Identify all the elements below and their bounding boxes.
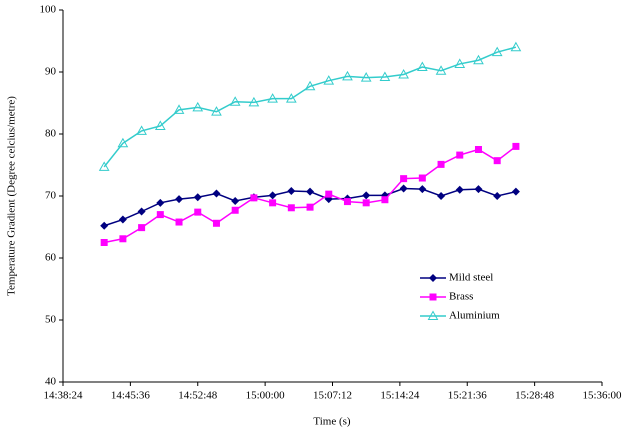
y-tick-label: 60 — [45, 252, 57, 264]
point — [231, 206, 239, 214]
point — [267, 93, 278, 103]
point — [285, 93, 297, 103]
point — [100, 239, 108, 246]
point — [455, 185, 464, 194]
point — [437, 192, 446, 200]
point — [418, 174, 426, 182]
point — [154, 120, 166, 130]
point — [399, 184, 408, 193]
point — [474, 146, 482, 153]
point — [454, 58, 466, 68]
point — [362, 191, 371, 200]
point — [400, 175, 408, 183]
point — [98, 161, 110, 171]
point — [212, 219, 220, 227]
point — [173, 104, 185, 114]
y-tick-label: 80 — [45, 128, 57, 140]
point — [156, 198, 165, 207]
point — [100, 221, 109, 230]
legend-marker — [429, 274, 437, 282]
point — [175, 218, 183, 226]
point — [212, 189, 221, 198]
x-tick-label: 14:45:36 — [111, 390, 151, 402]
y-tick-label: 50 — [45, 314, 57, 326]
point — [511, 187, 520, 196]
point — [360, 72, 372, 82]
x-axis-label: Time (s) — [313, 416, 351, 428]
point — [491, 46, 503, 57]
legend-marker — [427, 310, 439, 320]
point — [175, 195, 184, 204]
point — [287, 187, 296, 196]
x-tick-label: 15:07:12 — [313, 390, 352, 402]
point — [194, 208, 202, 216]
legend-box — [415, 264, 497, 332]
point — [156, 211, 164, 219]
y-tick-label: 100 — [40, 4, 57, 16]
x-tick-label: 15:36:00 — [582, 390, 622, 402]
point — [474, 185, 483, 194]
point — [342, 70, 353, 81]
legend-label: Brass — [449, 291, 473, 303]
point — [493, 192, 502, 200]
point — [323, 75, 335, 85]
point — [119, 235, 127, 243]
x-tick-label: 15:28:48 — [515, 390, 555, 402]
point — [118, 215, 127, 224]
point — [398, 68, 409, 79]
point — [381, 196, 389, 204]
point — [268, 191, 277, 200]
point — [192, 101, 204, 112]
point — [269, 199, 277, 207]
point — [136, 125, 147, 135]
point — [306, 187, 315, 196]
point — [211, 106, 222, 116]
point — [510, 41, 522, 52]
point — [306, 203, 314, 211]
point — [416, 61, 428, 72]
y-tick-label: 40 — [45, 376, 57, 388]
legend-marker — [429, 293, 437, 301]
y-tick-label: 90 — [45, 66, 57, 78]
x-tick-label: 15:14:24 — [380, 390, 420, 402]
point — [325, 190, 333, 198]
point — [493, 157, 501, 165]
y-axis-label: Temperature Gradient (Degree celcius/met… — [6, 96, 18, 296]
point — [435, 65, 447, 75]
point — [512, 142, 520, 150]
point — [456, 151, 464, 159]
point — [287, 204, 295, 212]
series-line — [103, 46, 517, 168]
point — [418, 185, 427, 194]
point — [229, 96, 241, 106]
point — [304, 80, 316, 91]
point — [117, 137, 129, 148]
point — [137, 207, 146, 216]
point — [193, 193, 202, 202]
x-tick-label: 15:00:00 — [246, 390, 286, 402]
point — [250, 194, 258, 202]
point — [379, 71, 391, 81]
point — [248, 96, 260, 107]
y-tick-label: 70 — [45, 190, 57, 202]
point — [343, 198, 351, 206]
point — [231, 196, 240, 205]
point — [362, 199, 370, 207]
point — [437, 160, 445, 168]
point — [473, 54, 484, 65]
x-tick-label: 15:21:36 — [448, 390, 488, 402]
x-tick-label: 14:52:48 — [178, 390, 218, 402]
point — [138, 224, 146, 232]
x-tick-label: 14:38:24 — [43, 390, 83, 402]
legend-label: Mild steel — [449, 272, 493, 284]
legend-label: Aluminium — [449, 310, 500, 322]
